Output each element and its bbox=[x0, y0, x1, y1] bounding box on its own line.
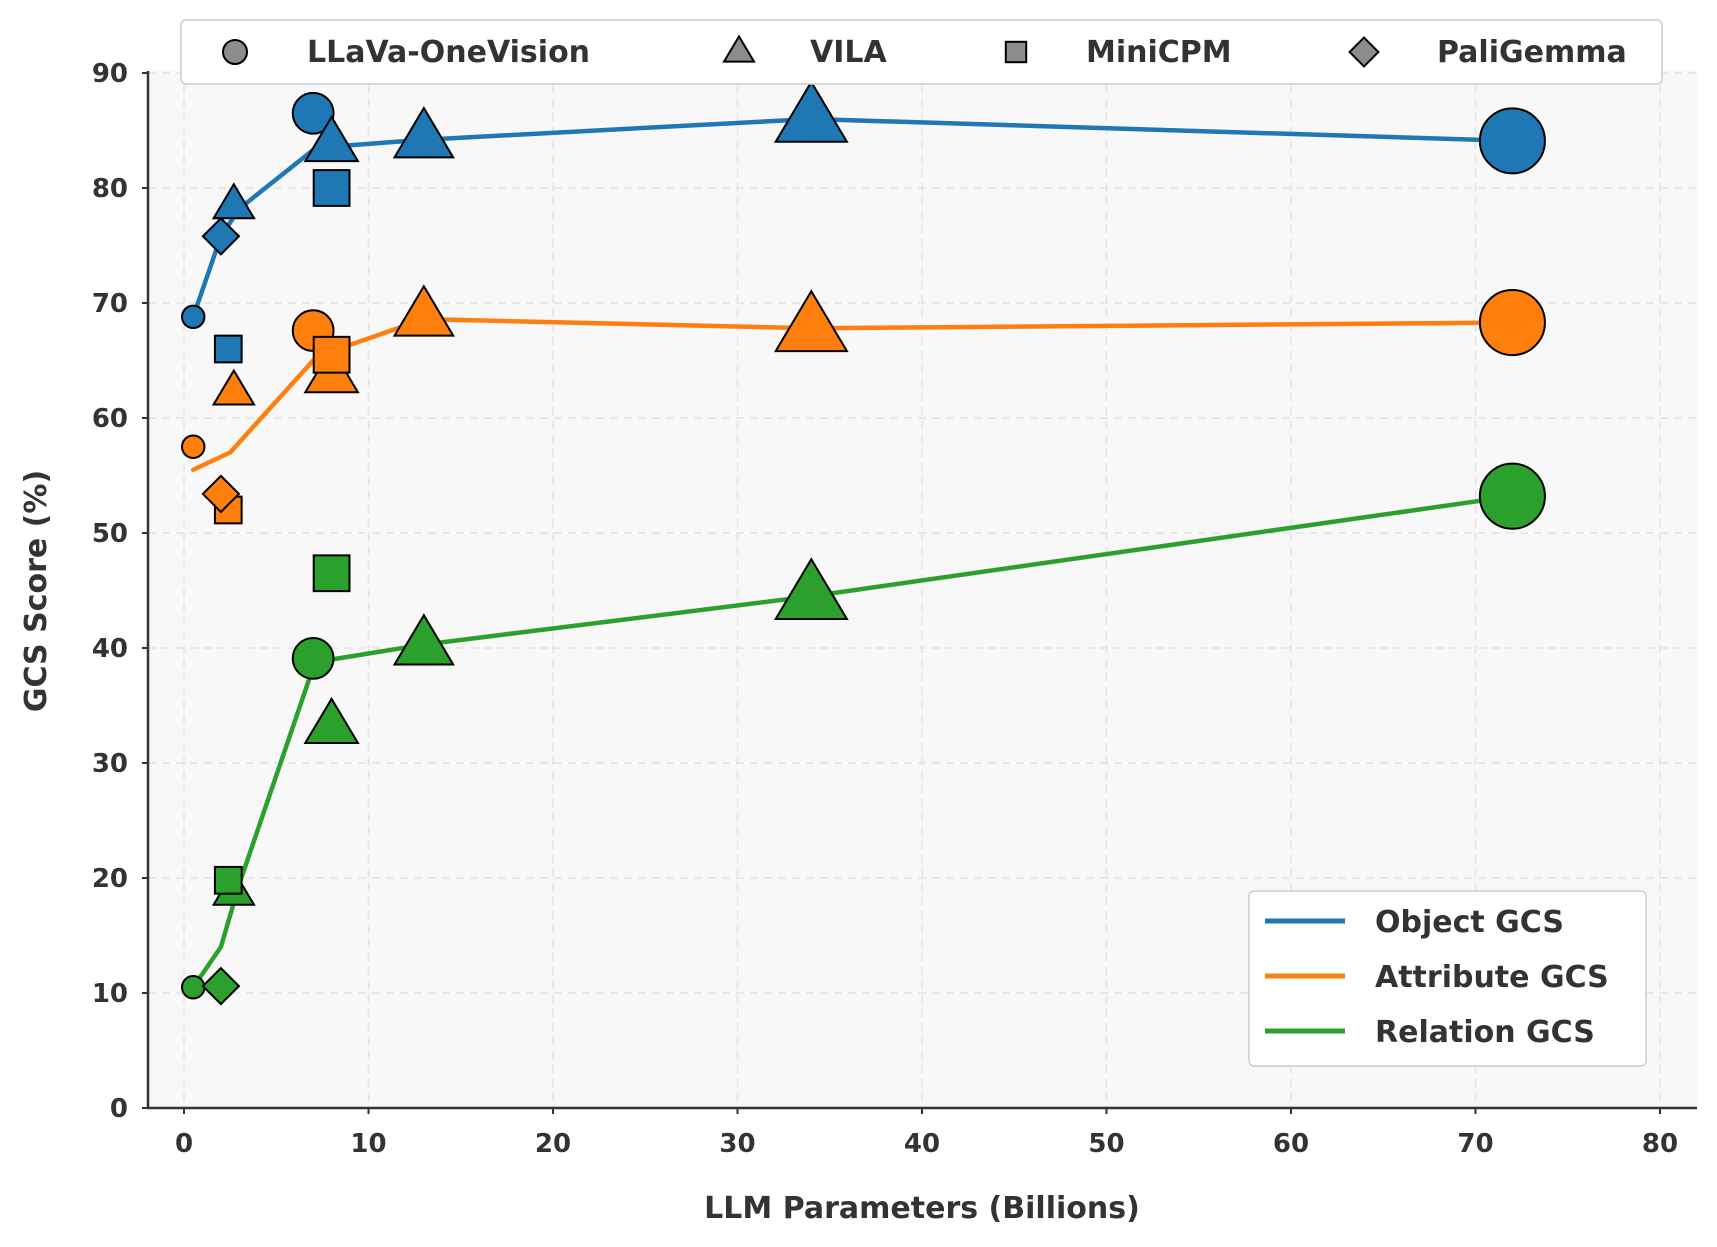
data-point-vila bbox=[392, 284, 455, 337]
legend-label: MiniCPM bbox=[1086, 35, 1232, 70]
legend-label: LLaVa-OneVision bbox=[307, 35, 590, 70]
legend-triangle-icon bbox=[722, 34, 756, 63]
data-point-vila bbox=[211, 368, 256, 406]
data-point-vila bbox=[392, 613, 455, 666]
data-point-minicpm bbox=[312, 554, 351, 593]
y-axis-label: GCS Score (%) bbox=[19, 470, 54, 712]
data-point-llava-onevision bbox=[181, 304, 206, 330]
data-point-paligemma bbox=[201, 966, 241, 1006]
data-markers bbox=[181, 80, 1546, 1006]
y-tick-label: 0 bbox=[110, 1094, 128, 1124]
legend-square-icon bbox=[1004, 40, 1028, 64]
data-point-llava-onevision bbox=[1478, 107, 1546, 175]
data-point-vila bbox=[773, 557, 849, 621]
legend-label: PaliGemma bbox=[1437, 35, 1627, 70]
x-tick-label: 60 bbox=[1273, 1129, 1309, 1159]
data-point-vila bbox=[211, 182, 256, 220]
y-tick-label: 20 bbox=[92, 864, 128, 894]
data-point-llava-onevision bbox=[181, 434, 206, 459]
x-tick-label: 50 bbox=[1088, 1129, 1124, 1159]
grid bbox=[148, 71, 1697, 1109]
data-point-minicpm bbox=[213, 865, 243, 895]
data-point-vila bbox=[392, 106, 455, 159]
y-tick-label: 30 bbox=[92, 749, 128, 779]
data-point-llava-onevision bbox=[1478, 289, 1546, 357]
y-tick-label: 70 bbox=[92, 289, 128, 319]
x-tick-label: 40 bbox=[904, 1129, 940, 1159]
data-point-vila bbox=[773, 289, 849, 353]
y-tick-label: 50 bbox=[92, 519, 128, 549]
data-point-vila bbox=[773, 80, 849, 143]
x-tick-labels: 0 10 20 30 40 50 60 70 80 bbox=[175, 1108, 1678, 1159]
data-point-minicpm bbox=[213, 334, 243, 364]
y-tick-label: 40 bbox=[92, 634, 128, 664]
legend-label: Object GCS bbox=[1375, 905, 1564, 940]
x-tick-label: 80 bbox=[1642, 1129, 1678, 1159]
data-point-paligemma bbox=[201, 474, 241, 514]
legend-label: VILA bbox=[810, 35, 887, 70]
y-tick-label: 90 bbox=[92, 59, 128, 89]
y-tick-label: 10 bbox=[92, 979, 128, 1009]
model-legend: LLaVa-OneVision VILA MiniCPM PaliGemma bbox=[180, 19, 1663, 85]
data-point-paligemma bbox=[201, 216, 241, 256]
metric-legend: Object GCS Attribute GCS Relation GCS bbox=[1248, 890, 1647, 1067]
x-tick-label: 20 bbox=[535, 1129, 571, 1159]
y-tick-label: 80 bbox=[92, 174, 128, 204]
x-tick-label: 70 bbox=[1457, 1129, 1493, 1159]
x-tick-label: 30 bbox=[719, 1129, 755, 1159]
legend-diamond-icon bbox=[1348, 36, 1380, 68]
y-tick-labels: 0 10 20 30 40 50 60 70 80 90 bbox=[92, 59, 148, 1124]
data-point-vila bbox=[303, 114, 360, 163]
y-tick-label: 60 bbox=[92, 404, 128, 434]
data-point-llava-onevision bbox=[291, 636, 335, 680]
legend-label: Relation GCS bbox=[1375, 1015, 1595, 1050]
data-point-minicpm bbox=[312, 169, 351, 207]
data-point-llava-onevision bbox=[1478, 462, 1546, 530]
x-tick-label: 0 bbox=[175, 1129, 193, 1159]
data-point-vila bbox=[303, 696, 360, 745]
legend-label: Attribute GCS bbox=[1375, 960, 1609, 995]
data-point-minicpm bbox=[312, 335, 351, 374]
legend-circle-icon bbox=[222, 39, 248, 65]
x-tick-label: 10 bbox=[350, 1129, 386, 1159]
x-axis-label: LLM Parameters (Billions) bbox=[704, 1191, 1140, 1226]
data-point-llava-onevision bbox=[181, 975, 206, 1000]
data-point-llava-onevision bbox=[291, 91, 335, 135]
